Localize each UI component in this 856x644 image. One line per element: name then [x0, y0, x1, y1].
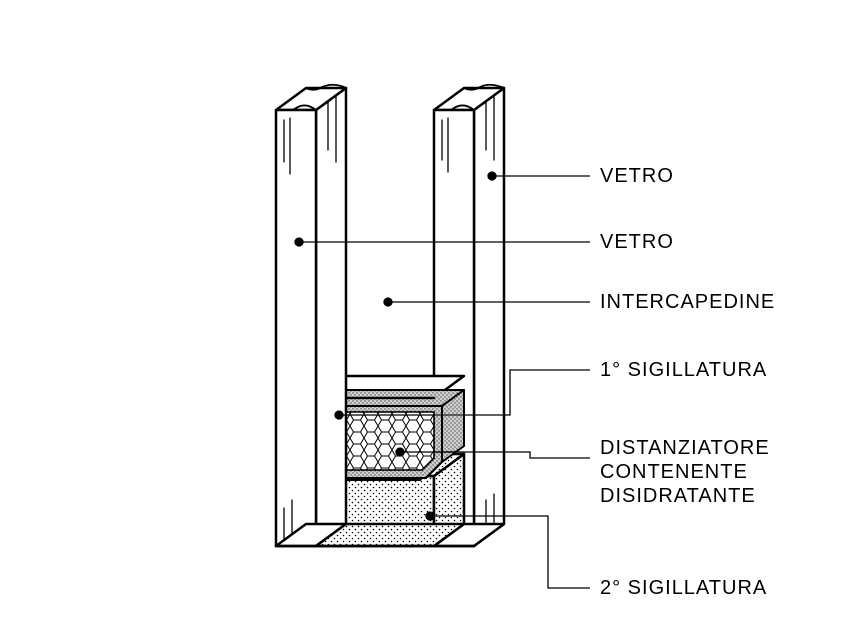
drawing — [276, 85, 504, 546]
left-glass-pane — [276, 85, 346, 546]
labels: VETRO VETRO INTERCAPEDINE 1° SIGILLATURA… — [600, 165, 775, 599]
label-spacer-line3: DISIDRATANTE — [600, 485, 756, 507]
label-vetro-right: VETRO — [600, 165, 674, 187]
label-secondary-sealant: 2° SIGILLATURA — [600, 577, 767, 599]
label-spacer-line2: CONTENENTE — [600, 461, 748, 483]
glazing-cross-section-diagram: VETRO VETRO INTERCAPEDINE 1° SIGILLATURA… — [0, 0, 856, 644]
label-intercapedine: INTERCAPEDINE — [600, 291, 775, 313]
label-vetro-left: VETRO — [600, 231, 674, 253]
label-primary-sealant: 1° SIGILLATURA — [600, 359, 767, 381]
label-spacer-line1: DISTANZIATORE — [600, 437, 770, 459]
